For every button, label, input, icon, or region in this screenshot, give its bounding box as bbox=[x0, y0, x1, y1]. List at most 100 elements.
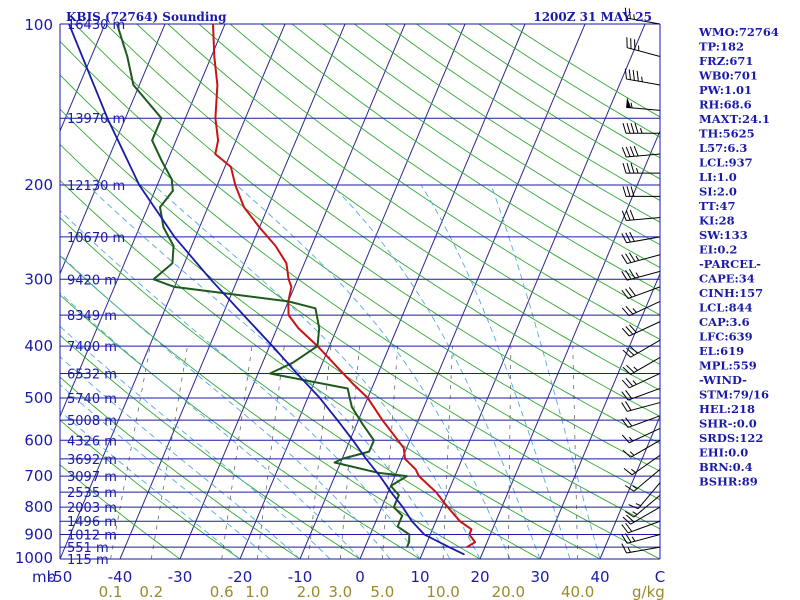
sounding-index: EHI:0.0 bbox=[699, 446, 748, 460]
parcel-point bbox=[242, 314, 245, 316]
moist-adiabat-line bbox=[60, 254, 391, 559]
dewpoint-point bbox=[269, 372, 271, 375]
height-label: 13970 m bbox=[67, 112, 125, 127]
moist-adiabat-line bbox=[490, 184, 601, 559]
temperature-point bbox=[459, 520, 461, 523]
parcel-point bbox=[402, 506, 404, 508]
temperature-point bbox=[470, 528, 473, 531]
isotherm-line bbox=[119, 24, 346, 559]
temperature-tick-label: 40 bbox=[590, 568, 609, 586]
temperature-point bbox=[402, 447, 405, 449]
temperature-profile-line bbox=[212, 24, 477, 548]
wind-barb bbox=[622, 506, 661, 525]
sounding-index: SW:133 bbox=[699, 228, 748, 242]
wind-barb bbox=[621, 415, 661, 428]
dewpoint-point bbox=[393, 506, 395, 508]
sounding-index: TP:182 bbox=[699, 40, 744, 54]
mixing-ratio-unit: g/kg bbox=[632, 583, 665, 600]
dry-adiabat-line bbox=[74, 24, 660, 445]
wind-barb bbox=[622, 357, 661, 375]
temperature-point bbox=[351, 382, 354, 385]
dewpoint-point bbox=[401, 514, 404, 517]
parcel-point bbox=[379, 475, 381, 477]
wind-barb bbox=[621, 286, 661, 299]
sounding-index: WB0:701 bbox=[698, 69, 758, 83]
temperature-tick-label: -10 bbox=[288, 568, 313, 586]
dewpoint-point bbox=[389, 485, 392, 487]
sounding-indices: WMO:72764TP:182FRZ:671WB0:701PW:1.01RH:6… bbox=[698, 25, 779, 489]
temperature-tick-label: 0 bbox=[355, 568, 365, 586]
parcel-point bbox=[138, 184, 141, 186]
height-label: 8349 m bbox=[67, 309, 117, 324]
temperature-tick-label: -40 bbox=[108, 568, 133, 586]
wind-barb bbox=[621, 401, 661, 412]
moist-adiabat-line bbox=[87, 184, 451, 559]
isotherm-line bbox=[239, 24, 466, 559]
sounding-index: HEL:218 bbox=[699, 402, 755, 416]
mixing-ratio-line bbox=[110, 346, 151, 559]
sounding-index: -WIND- bbox=[699, 373, 747, 387]
height-label: 115 m bbox=[67, 553, 109, 568]
moist-adiabat-line bbox=[60, 410, 241, 559]
temperature-point bbox=[397, 439, 399, 442]
mixing-ratio-line bbox=[381, 346, 399, 559]
pressure-tick-label: 700 bbox=[24, 467, 53, 485]
dewpoint-point bbox=[373, 439, 375, 442]
dewpoint-point bbox=[151, 139, 153, 142]
dewpoint-point bbox=[396, 525, 399, 528]
dewpoint-point bbox=[287, 300, 290, 303]
sounding-index: LCL:937 bbox=[699, 156, 753, 170]
dewpoint-point bbox=[316, 345, 319, 347]
isotherm-line bbox=[479, 129, 660, 559]
height-label: 3097 m bbox=[67, 470, 117, 485]
temperature-tick-label: C bbox=[655, 568, 665, 586]
temperature-point bbox=[447, 506, 449, 508]
parcel-point bbox=[390, 491, 392, 493]
height-label: 4326 m bbox=[67, 434, 117, 449]
height-label: 1012 m bbox=[67, 529, 117, 544]
moist-adiabat-line bbox=[60, 292, 361, 559]
dewpoint-point bbox=[160, 117, 163, 120]
parcel-point bbox=[106, 117, 109, 120]
pressure-tick-label: 800 bbox=[24, 498, 53, 516]
sounding-index: LI:1.0 bbox=[699, 170, 737, 184]
dewpoint-point bbox=[159, 206, 161, 208]
temperature-point bbox=[468, 533, 471, 536]
height-label: 16430 m bbox=[67, 18, 125, 33]
wind-barb bbox=[621, 268, 661, 281]
dewpoint-point bbox=[346, 387, 349, 390]
sounding-index: -PARCEL- bbox=[699, 257, 761, 271]
wind-barb bbox=[621, 427, 661, 444]
mixing-ratio-label: 2.0 bbox=[297, 583, 321, 600]
temperature-point bbox=[418, 475, 420, 477]
temperature-tick-label: -50 bbox=[48, 568, 73, 586]
parcel-point bbox=[365, 458, 367, 460]
wind-barb bbox=[622, 186, 660, 197]
temperature-point bbox=[414, 468, 417, 471]
sounding-index: CAP:3.6 bbox=[699, 315, 750, 329]
temperature-point bbox=[404, 458, 406, 460]
mixing-ratio-label: 0.6 bbox=[210, 583, 234, 600]
mixing-ratio-line bbox=[256, 346, 285, 559]
sounding-index: MAXT:24.1 bbox=[699, 112, 770, 126]
mixing-ratio-label: 3.0 bbox=[328, 583, 352, 600]
sounding-index: LCL:844 bbox=[699, 301, 753, 315]
dewpoint-point bbox=[406, 546, 408, 548]
temperature-point bbox=[217, 139, 219, 142]
dewpoint-point bbox=[348, 397, 351, 399]
pressure-tick-label: 500 bbox=[24, 389, 53, 407]
pressure-tick-label: 300 bbox=[24, 270, 53, 288]
sounding-index: TH:5625 bbox=[699, 127, 755, 141]
sounding-index: MPL:559 bbox=[699, 359, 757, 373]
wind-barb bbox=[621, 533, 661, 544]
height-label: 1496 m bbox=[67, 515, 117, 530]
temperature-point bbox=[234, 184, 237, 186]
parcel-point bbox=[318, 397, 321, 399]
temperature-point bbox=[216, 84, 219, 86]
temperature-tick-label: 10 bbox=[410, 568, 429, 586]
dewpoint-point bbox=[172, 245, 175, 247]
dewpoint-point bbox=[132, 84, 135, 86]
dewpoint-point bbox=[408, 533, 411, 536]
height-label: 9420 m bbox=[67, 273, 117, 288]
pressure-tick-label: 200 bbox=[24, 176, 53, 194]
